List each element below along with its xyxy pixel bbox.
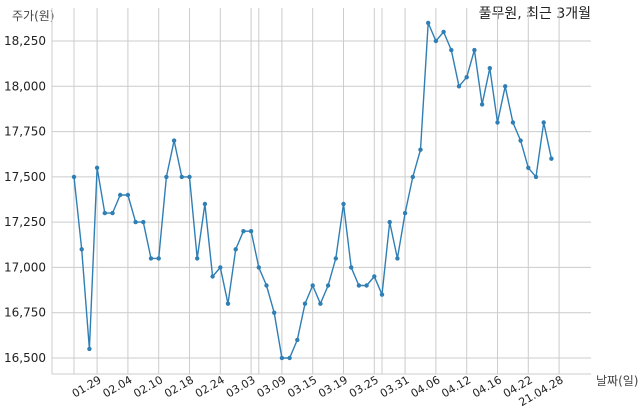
data-point xyxy=(325,283,331,288)
data-point xyxy=(364,283,369,288)
data-point xyxy=(248,229,254,234)
y-tick-label: 16,750 xyxy=(4,306,46,320)
data-point xyxy=(110,210,115,216)
data-point xyxy=(387,219,392,225)
data-point xyxy=(518,138,523,143)
data-point xyxy=(433,38,439,44)
x-tick-label: 03.15 xyxy=(285,373,319,400)
data-point xyxy=(279,355,285,361)
price-series xyxy=(71,20,554,361)
y-tick-label: 16,500 xyxy=(4,351,46,365)
data-point xyxy=(102,210,108,216)
x-tick-label: 03.19 xyxy=(316,373,350,400)
data-point xyxy=(195,256,200,261)
data-point xyxy=(533,174,539,180)
data-point xyxy=(141,219,146,225)
data-point xyxy=(318,301,323,306)
data-point xyxy=(549,156,554,161)
data-point xyxy=(210,274,215,279)
x-tick-label: 01.29 xyxy=(70,373,104,400)
data-point xyxy=(94,165,100,170)
data-point xyxy=(349,265,354,270)
x-tick-label: 04.12 xyxy=(439,373,473,400)
x-tick-label: 02.04 xyxy=(101,373,135,400)
x-tick-labels: 01.2902.0402.1002.1802.2403.0303.0903.15… xyxy=(70,373,566,409)
data-point xyxy=(302,301,308,306)
y-tick-labels: 16,500 16,750 17,000 17,250 17,500 17,750 18,0… xyxy=(4,34,46,365)
data-point xyxy=(79,247,84,252)
y-axis-title: 주가(원) xyxy=(12,9,54,23)
y-tick-label: 17,250 xyxy=(4,215,46,229)
gridlines xyxy=(51,8,591,375)
data-point xyxy=(395,256,400,261)
data-point xyxy=(295,337,300,343)
chart-title: 풀무원, 최근 3개월 xyxy=(479,6,591,22)
y-tick-label: 18,000 xyxy=(4,79,46,93)
data-point xyxy=(402,210,408,216)
data-point xyxy=(449,47,454,53)
y-tick-label: 17,000 xyxy=(4,260,46,274)
data-point xyxy=(526,165,531,170)
y-tick-label: 17,500 xyxy=(4,170,46,184)
x-tick-label: 02.18 xyxy=(162,373,196,400)
y-tick-label: 17,750 xyxy=(4,125,46,139)
data-point xyxy=(341,201,346,207)
data-point xyxy=(356,283,362,288)
data-point xyxy=(441,29,446,35)
data-point xyxy=(156,256,161,261)
data-point xyxy=(133,219,138,225)
data-point xyxy=(333,256,338,261)
data-point xyxy=(148,256,154,261)
data-point xyxy=(503,84,508,89)
data-point xyxy=(410,174,415,180)
data-point xyxy=(264,283,269,288)
data-point xyxy=(372,274,377,279)
data-point xyxy=(171,138,177,143)
x-tick-label: 04.16 xyxy=(470,373,504,400)
x-tick-label: 03.03 xyxy=(224,373,258,400)
data-point xyxy=(287,355,292,361)
data-point xyxy=(256,265,261,270)
x-tick-label: 02.24 xyxy=(193,373,227,400)
data-point xyxy=(426,20,431,26)
data-point xyxy=(472,47,477,53)
data-point xyxy=(71,174,77,180)
data-point xyxy=(464,75,469,80)
data-point xyxy=(310,283,315,288)
data-point xyxy=(241,229,246,234)
data-point xyxy=(479,102,485,107)
y-tick-label: 18,250 xyxy=(4,34,46,48)
data-point xyxy=(179,174,184,180)
data-point xyxy=(225,301,231,306)
data-point xyxy=(487,66,492,71)
data-point xyxy=(187,174,192,180)
data-point xyxy=(218,265,223,270)
data-point xyxy=(418,147,423,152)
data-point xyxy=(233,247,238,252)
data-point xyxy=(202,201,208,207)
data-point xyxy=(125,192,131,198)
x-tick-label: 03.09 xyxy=(255,373,289,400)
x-tick-label: 04.06 xyxy=(409,373,443,400)
data-point xyxy=(541,120,546,125)
data-point xyxy=(495,120,500,125)
data-point xyxy=(456,84,462,89)
x-tick-label: 03.25 xyxy=(347,373,381,400)
data-point xyxy=(510,120,516,125)
x-tick-label: 03.31 xyxy=(378,373,412,400)
data-point xyxy=(118,192,123,198)
data-point xyxy=(87,346,92,352)
data-point xyxy=(272,310,277,315)
data-point xyxy=(379,292,385,297)
data-point xyxy=(164,174,169,180)
x-tick-label: 02.10 xyxy=(131,373,165,400)
x-axis-title: 날짜(일) xyxy=(596,374,638,388)
